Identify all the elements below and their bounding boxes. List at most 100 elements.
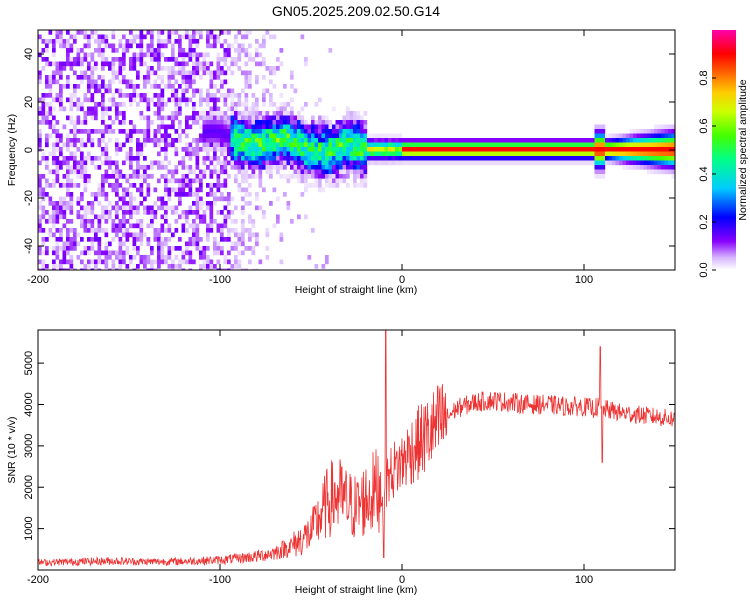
heatmap-cell [213, 192, 217, 197]
heatmap-cell [437, 138, 441, 143]
heatmap-cell [129, 183, 133, 188]
heatmap-cell [601, 174, 606, 179]
heatmap-cell [321, 165, 326, 170]
heatmap-cell [66, 115, 70, 121]
heatmap-cell [38, 223, 42, 229]
heatmap-cell [216, 183, 221, 188]
heatmap-cell [209, 30, 214, 35]
heatmap-cell [237, 169, 242, 175]
heatmap-cell [384, 156, 389, 161]
heatmap-cell [622, 165, 627, 170]
heatmap-cell [181, 52, 186, 58]
heatmap-cell [55, 79, 60, 85]
heatmap-cell [115, 223, 119, 229]
heatmap-cell [321, 160, 326, 166]
heatmap-cell [41, 39, 46, 44]
heatmap-cell [48, 39, 53, 44]
heatmap-cell [300, 151, 305, 157]
heatmap-cell [129, 129, 133, 134]
heatmap-cell [143, 84, 147, 89]
heatmap-cell [52, 178, 56, 184]
heatmap-cell [423, 160, 427, 166]
heatmap-cell [318, 187, 322, 193]
heatmap-cell [38, 192, 42, 197]
heatmap-cell [465, 160, 469, 166]
heatmap-cell [220, 84, 224, 89]
heatmap-cell [129, 205, 133, 211]
heatmap-cell [601, 169, 606, 175]
heatmap-cell [647, 156, 651, 161]
heatmap-cell [468, 142, 473, 148]
heatmap-cell [216, 156, 221, 161]
heatmap-cell [395, 142, 399, 148]
heatmap-cell [101, 183, 105, 188]
heatmap-cell [220, 169, 224, 175]
heatmap-cell [66, 156, 70, 161]
heatmap-cell [227, 268, 231, 270]
heatmap-cell [300, 124, 305, 130]
heatmap-cell [293, 142, 298, 148]
heatmap-cell [325, 156, 329, 161]
heatmap-cell [353, 174, 357, 179]
heatmap-cell [139, 232, 144, 238]
heatmap-cell [363, 138, 368, 143]
heatmap-cell [269, 160, 273, 166]
heatmap-cell [66, 147, 70, 152]
heatmap-cell [69, 43, 74, 49]
heatmap-cell [202, 57, 207, 62]
heatmap-cell [521, 151, 525, 157]
heatmap-cell [244, 133, 249, 139]
heatmap-cell [314, 264, 319, 269]
heatmap-cell [251, 246, 256, 251]
heatmap-cell [45, 178, 49, 184]
heatmap-cell [129, 97, 133, 103]
heatmap-cell [122, 196, 126, 202]
heatmap-cell [255, 133, 259, 139]
heatmap-cell [129, 174, 133, 179]
heatmap-cell [626, 160, 630, 166]
heatmap-cell [279, 142, 284, 148]
heatmap-cell [290, 106, 294, 112]
heatmap-cell [185, 70, 189, 76]
heatmap-cell [318, 138, 322, 143]
heatmap-cell [188, 48, 193, 53]
heatmap-cell [230, 70, 235, 76]
heatmap-cell [195, 210, 200, 215]
heatmap-cell [230, 43, 235, 49]
heatmap-cell [489, 147, 494, 152]
heatmap-cell [59, 93, 63, 98]
heatmap-cell [178, 84, 182, 89]
heatmap-cell [195, 30, 200, 35]
heatmap-cell [160, 160, 165, 166]
heatmap-cell [594, 156, 599, 161]
heatmap-cell [584, 160, 588, 166]
heatmap-cell [290, 124, 294, 130]
heatmap-cell [66, 160, 70, 166]
heatmap-cell [195, 201, 200, 206]
heatmap-cell [41, 97, 46, 103]
heatmap-cell [279, 147, 284, 152]
heatmap-cell [199, 93, 203, 98]
heatmap-cell [279, 165, 284, 170]
heatmap-cell [304, 178, 308, 184]
heatmap-cell [545, 156, 550, 161]
heatmap-cell [538, 156, 543, 161]
heatmap-cell [80, 120, 84, 125]
heatmap-cell [514, 156, 518, 161]
heatmap-cell [398, 147, 403, 152]
heatmap-cell [248, 129, 252, 134]
heatmap-cell [262, 129, 266, 134]
heatmap-cell [339, 174, 343, 179]
heatmap-cell [90, 75, 95, 80]
heatmap-cell [605, 133, 609, 139]
heatmap-cell [213, 151, 217, 157]
heatmap-cell [139, 43, 144, 49]
heatmap-cell [199, 237, 203, 242]
heatmap-cell [111, 205, 116, 211]
heatmap-cell [230, 106, 235, 112]
heatmap-cell [118, 93, 123, 98]
heatmap-cell [167, 138, 172, 143]
heatmap-cell [202, 255, 207, 260]
heatmap-cell [608, 151, 613, 157]
heatmap-cell [122, 120, 126, 125]
